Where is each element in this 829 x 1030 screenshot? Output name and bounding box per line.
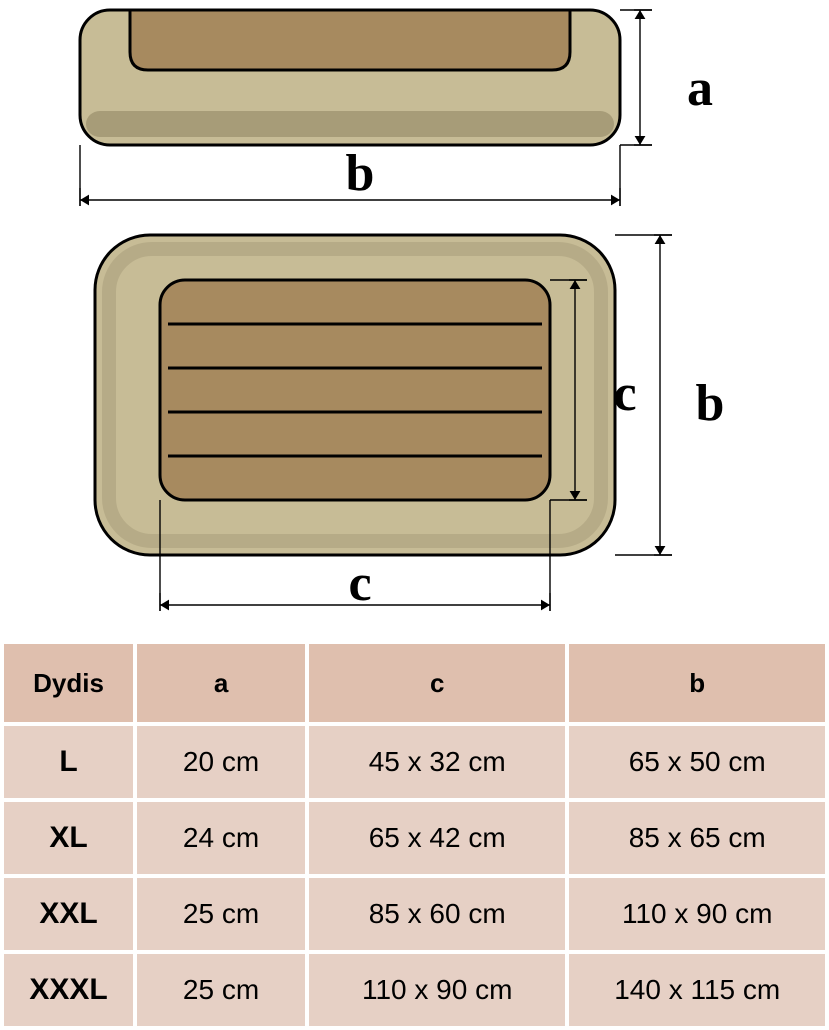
table-row: XL24 cm65 x 42 cm85 x 65 cm: [4, 802, 825, 874]
cell-a: 24 cm: [137, 802, 305, 874]
header-c: c: [309, 644, 565, 722]
cell-c: 85 x 60 cm: [309, 878, 565, 950]
table-row: XXL25 cm85 x 60 cm110 x 90 cm: [4, 878, 825, 950]
cell-size: L: [4, 726, 133, 798]
diagram-svg: a b c b c: [0, 0, 829, 640]
svg-text:b: b: [346, 145, 375, 202]
cell-c: 65 x 42 cm: [309, 802, 565, 874]
svg-text:a: a: [687, 60, 713, 117]
cell-size: XL: [4, 802, 133, 874]
header-b: b: [569, 644, 825, 722]
header-a: a: [137, 644, 305, 722]
svg-text:c: c: [613, 365, 636, 422]
cell-a: 25 cm: [137, 954, 305, 1026]
table-row: XXXL25 cm110 x 90 cm140 x 115 cm: [4, 954, 825, 1026]
cell-b: 65 x 50 cm: [569, 726, 825, 798]
svg-text:b: b: [696, 375, 725, 432]
cell-c: 45 x 32 cm: [309, 726, 565, 798]
svg-text:c: c: [348, 555, 371, 612]
cell-b: 85 x 65 cm: [569, 802, 825, 874]
dimension-diagram: a b c b c: [0, 0, 829, 640]
cell-a: 25 cm: [137, 878, 305, 950]
cell-c: 110 x 90 cm: [309, 954, 565, 1026]
cell-b: 140 x 115 cm: [569, 954, 825, 1026]
cell-size: XXL: [4, 878, 133, 950]
cell-a: 20 cm: [137, 726, 305, 798]
header-size: Dydis: [4, 644, 133, 722]
cell-size: XXXL: [4, 954, 133, 1026]
table-row: L20 cm45 x 32 cm65 x 50 cm: [4, 726, 825, 798]
size-table: Dydis a c b L20 cm45 x 32 cm65 x 50 cmXL…: [0, 640, 829, 1030]
table-header-row: Dydis a c b: [4, 644, 825, 722]
cell-b: 110 x 90 cm: [569, 878, 825, 950]
